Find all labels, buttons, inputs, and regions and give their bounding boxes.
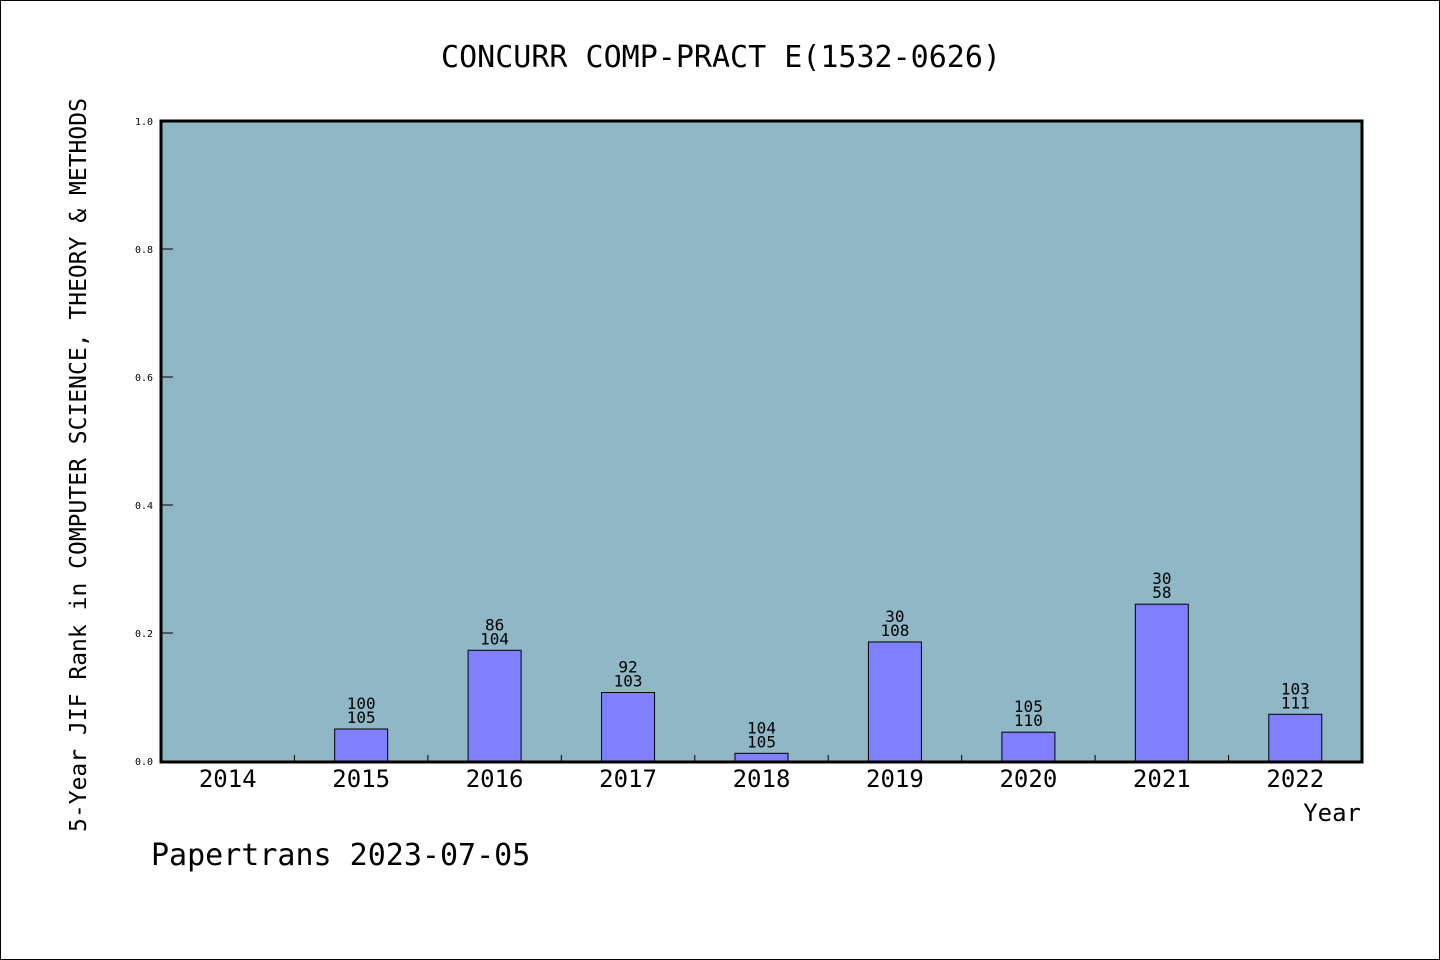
x-tick-label: 2022: [1266, 765, 1324, 793]
data-label-rank: 30: [885, 607, 904, 626]
x-axis-label: Year: [1303, 799, 1361, 827]
data-label-rank: 105: [1014, 697, 1043, 716]
bar-2015: [334, 728, 389, 762]
bar-2022: [1268, 713, 1323, 762]
bar-2019: [867, 641, 922, 762]
y-tick-label: 0.6: [135, 373, 153, 384]
data-label-total: 103: [614, 672, 643, 691]
x-tick-label: 2020: [999, 765, 1057, 793]
chart-title: CONCURR COMP-PRACT E(1532-0626): [441, 40, 1001, 75]
y-tick-label: 0.8: [135, 245, 153, 256]
x-tick-label: 2019: [866, 765, 924, 793]
bar-2021: [1134, 603, 1189, 762]
data-label-rank: 104: [747, 718, 776, 737]
data-label-rank: 100: [347, 694, 376, 713]
x-axis-ticks: 2014 2015 2016 2017 2018 2019 2020 2021 2022: [199, 755, 1324, 793]
data-label-rank: 30: [1152, 569, 1171, 588]
data-label-total: 58: [1152, 583, 1171, 602]
y-axis-label: 5-Year JIF Rank in COMPUTER SCIENCE, THE…: [66, 98, 92, 832]
x-tick-label: 2015: [332, 765, 390, 793]
footer-credit: Papertrans 2023-07-05: [151, 838, 530, 873]
data-label-total: 108: [880, 621, 909, 640]
x-tick-label: 2014: [199, 765, 257, 793]
bar-2016: [467, 649, 522, 762]
data-label-total: 105: [747, 732, 776, 751]
bar-2018: [734, 752, 789, 762]
y-tick-label: 0.0: [135, 757, 153, 768]
data-label-total: 105: [347, 708, 376, 727]
y-tick-label: 1.0: [135, 117, 153, 128]
data-label-total: 111: [1281, 693, 1310, 712]
data-label-rank: 103: [1281, 679, 1310, 698]
plot-frame: [159, 119, 1364, 764]
bar-series: [334, 603, 1323, 762]
y-tick-label: 0.4: [135, 501, 153, 512]
x-tick-label: 2021: [1133, 765, 1191, 793]
x-tick-label: 2016: [466, 765, 524, 793]
data-labels: 1001058610492103104105301081051103058103…: [347, 569, 1310, 751]
data-label-total: 110: [1014, 711, 1043, 730]
data-label-total: 104: [480, 629, 509, 648]
x-tick-label: 2017: [599, 765, 657, 793]
data-label-rank: 86: [485, 615, 504, 634]
bar-2020: [1001, 731, 1056, 762]
x-tick-label: 2018: [733, 765, 791, 793]
y-tick-label: 0.2: [135, 629, 153, 640]
bar-2017: [601, 692, 656, 762]
data-label-rank: 92: [618, 658, 637, 677]
